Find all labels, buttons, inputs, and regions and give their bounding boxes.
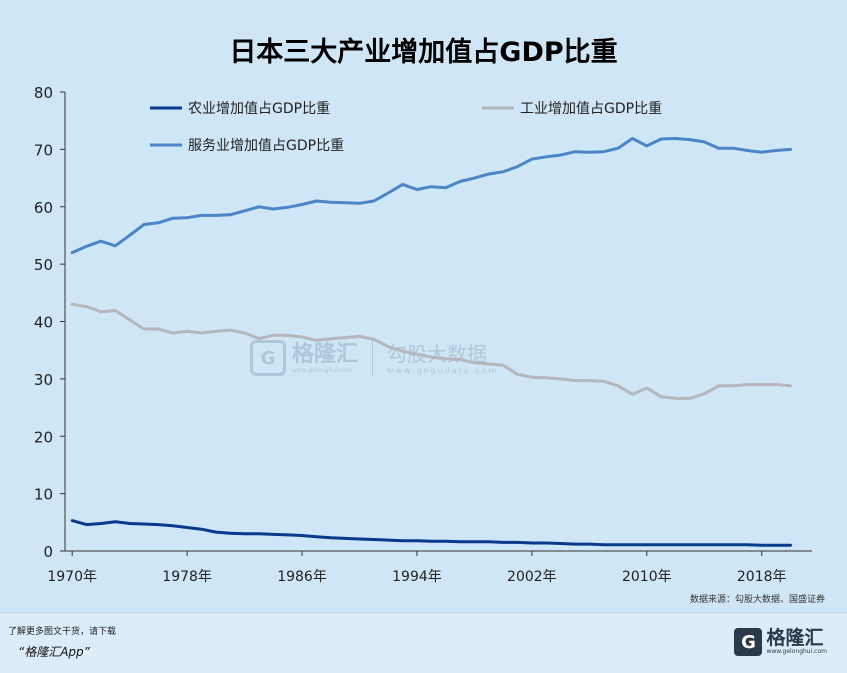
series-line-1 [70,519,792,547]
x-tick-label: 1970年 [47,569,97,585]
footer-logo: G 格隆汇 www.gelonghui.com [734,628,827,656]
series-line-2 [70,302,792,400]
watermark-name: 格隆汇 [292,341,359,367]
x-tick-label: 1978年 [162,569,212,585]
footer-app-name: “格隆汇App” [18,645,90,659]
logo-name: 格隆汇 [766,627,824,649]
y-tick-label: 40 [34,314,53,332]
watermark-logo-icon: G [250,340,286,376]
y-tick-label: 10 [34,486,53,504]
y-tick-label: 50 [34,256,53,274]
legend-label-1: 农业增加值占GDP比重 [188,101,330,117]
x-tick-label: 1986年 [277,569,327,585]
y-tick-label: 20 [34,428,53,446]
chart-title: 日本三大产业增加值占GDP比重 [229,37,618,68]
legend-label-2: 工业增加值占GDP比重 [520,101,662,117]
y-tick-label: 0 [43,543,53,561]
x-tick-label: 2010年 [622,569,672,585]
watermark-url: www.gelonghui.com [292,366,353,374]
line-chart: 0 10 20 30 40 50 60 70 80 1970年 1978年 1986年 1994年 200… [34,84,812,585]
x-tick-label: 2018年 [737,569,787,585]
series-line-3 [70,137,792,255]
watermark: G 格隆汇 www.gelonghui.com 勾股大数据 www.goguda… [250,340,498,376]
logo-icon: G [734,628,763,656]
y-tick-label: 80 [34,84,53,102]
x-tick-label: 2002年 [507,569,557,585]
y-tick-label: 30 [34,371,53,389]
y-tick-label: 60 [34,199,53,217]
footer-divider [0,612,847,613]
chart-panel [0,0,847,612]
watermark-brand-url: www.gogudata.com [387,365,499,375]
logo-url: www.gelonghui.com [766,648,827,655]
footer-promo-text: 了解更多图文干货，请下载 [8,627,117,637]
x-tick-label: 1994年 [392,569,442,585]
legend-label-3: 服务业增加值占GDP比重 [188,138,344,154]
watermark-divider [372,340,374,376]
y-tick-label: 70 [34,141,53,159]
source-note: 数据来源：勾股大数据、国盛证券 [689,595,825,605]
